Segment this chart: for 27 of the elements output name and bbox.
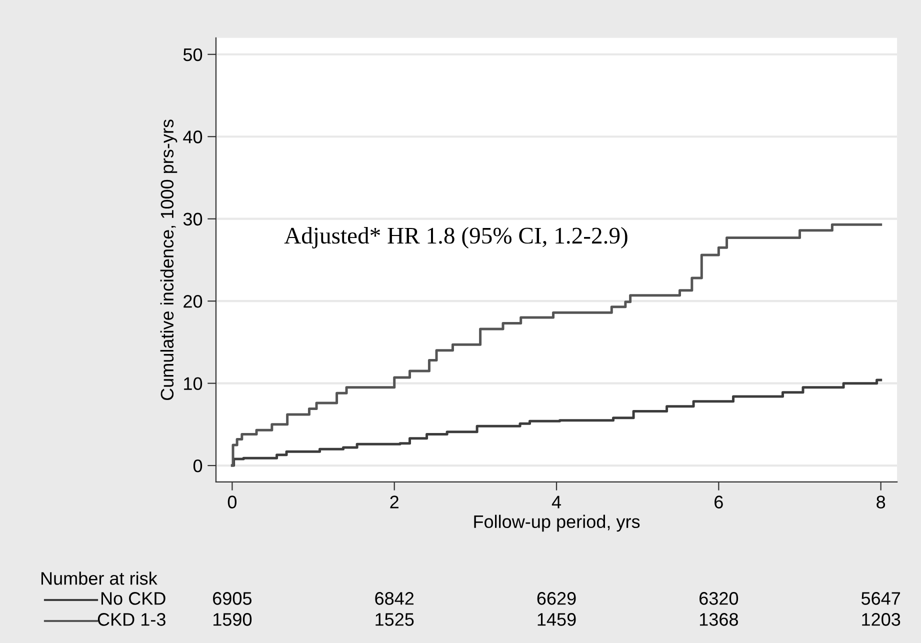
- y-tick-label: 0: [193, 459, 202, 472]
- legend-label: No CKD: [101, 592, 166, 605]
- x-tick-label: 4: [552, 496, 562, 508]
- legend-label: CKD 1-3: [98, 613, 166, 626]
- text: 1459: [538, 613, 576, 626]
- y-tick-label: 40: [183, 130, 202, 144]
- x-tick-label: 0: [228, 496, 237, 508]
- text: 6842: [375, 592, 414, 605]
- text: 6629: [537, 592, 576, 605]
- x-tick-label: 2: [390, 496, 398, 508]
- y-tick-label: 50: [183, 48, 202, 62]
- text: 6905: [213, 592, 252, 605]
- text: 1203: [862, 613, 900, 626]
- y-axis-title: Cumulative incidence, 1000 prs-yrs: [160, 120, 178, 400]
- x-axis-title: Follow-up period, yrs: [474, 514, 640, 532]
- text: 1590: [213, 613, 252, 626]
- text: 1368: [700, 613, 738, 626]
- y-tick-label: 20: [184, 295, 202, 308]
- annotation: Adjusted* HR 1.8 (95% CI, 1.2-2.9): [284, 227, 628, 248]
- text: 1525: [376, 613, 414, 626]
- x-tick-label: 6: [714, 496, 723, 508]
- text: 6320: [700, 592, 738, 605]
- y-tick-label: 10: [184, 377, 202, 390]
- text: 5647: [861, 592, 900, 605]
- y-tick-label: 30: [183, 212, 202, 226]
- text: Number at risk: [41, 572, 158, 585]
- x-tick-label: 8: [876, 496, 886, 508]
